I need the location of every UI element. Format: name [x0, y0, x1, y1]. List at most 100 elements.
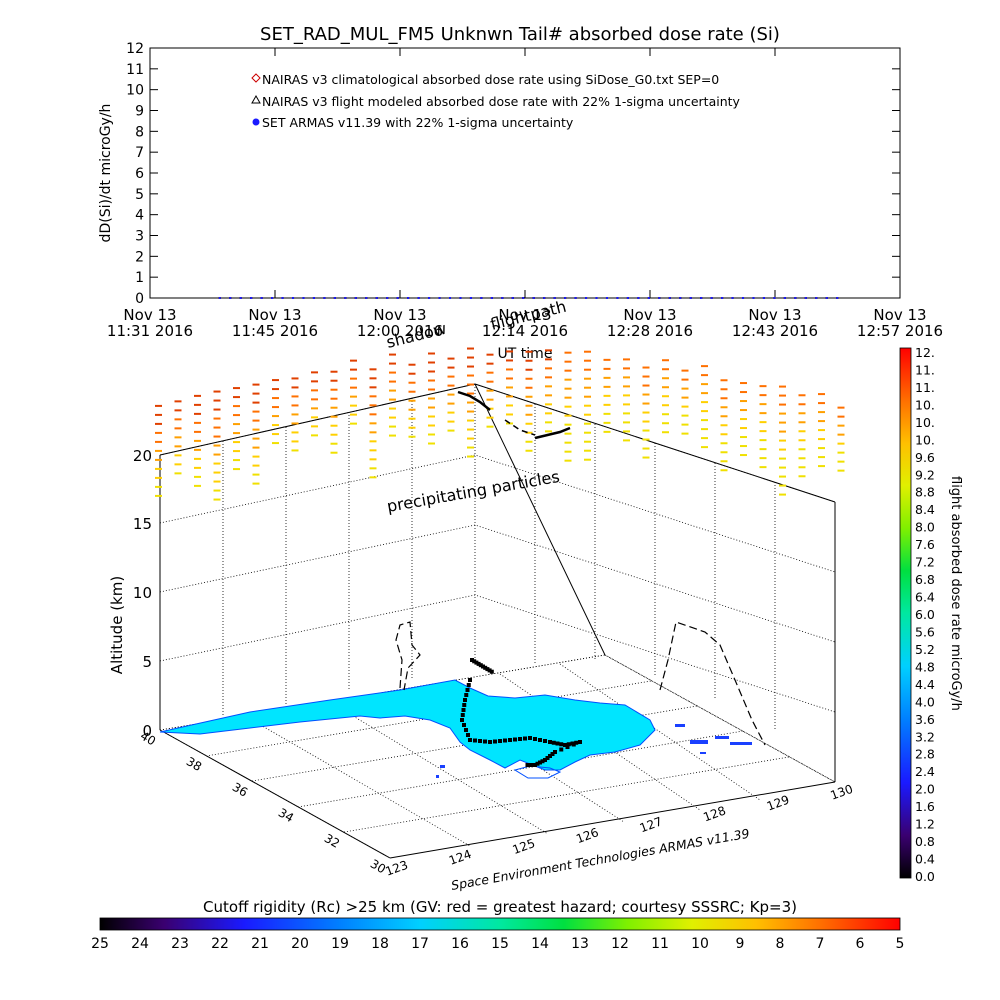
particle-marker: [603, 385, 611, 388]
particle-marker: [642, 393, 650, 396]
particle-marker: [389, 380, 396, 383]
bottom-colorbar-tick-label: 12: [611, 936, 629, 952]
particle-marker: [330, 433, 338, 436]
particle-marker: [642, 429, 650, 432]
particle-marker: [681, 414, 689, 417]
flight-path-point: [548, 740, 552, 744]
flight-path-point: [470, 658, 474, 662]
bottom-colorbar-gradient: [99, 917, 901, 931]
particle-marker: [798, 412, 806, 415]
top-data-point: [271, 297, 274, 299]
particle-marker: [408, 435, 416, 438]
particle-marker: [525, 350, 533, 353]
particle-marker: [291, 422, 299, 425]
particle-marker: [545, 430, 552, 433]
x-tick-label-date: Nov 13: [748, 306, 801, 324]
particle-marker: [447, 429, 455, 432]
particle-marker: [389, 434, 396, 437]
right-colorbar-tick-label: 1.2: [915, 817, 935, 832]
particle-marker: [837, 469, 845, 472]
particle-marker: [213, 399, 221, 402]
particle-marker: [291, 431, 299, 434]
particle-marker: [525, 368, 533, 371]
particle-marker: [467, 428, 474, 431]
particle-marker: [564, 459, 572, 462]
z-tick-label: 0: [142, 722, 152, 740]
particle-marker: [330, 424, 338, 427]
y-tick-label: 12: [126, 41, 144, 57]
legend-item-nairas-flight: NAIRAS v3 flight modeled absorbed dose r…: [251, 94, 741, 109]
bottom-colorbar-tick-label: 8: [776, 936, 785, 952]
bottom-colorbar-tick-label: 24: [131, 936, 149, 952]
particle-marker: [584, 395, 591, 398]
right-colorbar-ticks: 12. 11. 11. 10. 10. 10. 9.6 9.2 8.8 8.4 8.0 7.6 7.2 6…: [915, 345, 935, 884]
top-data-point: [511, 297, 514, 299]
bottom-colorbar-tick-label: 19: [331, 936, 349, 952]
bottom-colorbar-tick-label: 22: [211, 936, 229, 952]
particle-marker: [369, 395, 377, 398]
particle-marker: [369, 368, 377, 371]
top-data-point: [658, 297, 661, 299]
particle-marker: [506, 377, 513, 380]
particle-marker: [623, 358, 630, 361]
flight-path-point: [518, 737, 522, 741]
y-tick-label: 8: [135, 124, 144, 140]
particle-marker: [291, 386, 299, 389]
particle-marker: [350, 395, 357, 398]
particle-marker: [701, 401, 708, 404]
x-tick-label-time: 11:45 2016: [232, 322, 318, 340]
x-tick-label-date: Nov 13: [373, 306, 426, 324]
particle-marker: [155, 476, 162, 479]
top-data-point: [731, 297, 734, 299]
particle-marker: [194, 430, 201, 433]
particle-marker: [194, 448, 201, 451]
top-data-point: [250, 297, 253, 299]
flight-path-point: [465, 688, 470, 692]
particle-marker: [389, 389, 396, 392]
particle-marker: [330, 406, 338, 409]
particle-marker: [252, 437, 260, 440]
mainland-shape: [159, 679, 656, 771]
flight-path-point: [543, 758, 547, 762]
particle-marker: [311, 407, 318, 410]
particle-marker: [330, 442, 338, 445]
flight-path: [460, 658, 582, 767]
top-data-point: [396, 297, 399, 299]
particle-marker: [369, 404, 377, 407]
right-colorbar-tick-label: 6.8: [915, 572, 935, 587]
particle-marker: [291, 440, 299, 443]
particle-marker: [447, 411, 455, 414]
particle-marker: [447, 375, 455, 378]
particle-marker: [428, 352, 435, 355]
particle-marker: [701, 410, 708, 413]
right-colorbar-tick-label: 1.6: [915, 799, 935, 814]
particle-marker: [350, 386, 357, 389]
particle-marker: [525, 431, 533, 434]
top-data-point: [417, 297, 420, 299]
particle-marker: [155, 494, 162, 497]
flight-path-point: [565, 745, 570, 749]
particle-marker: [603, 403, 611, 406]
particle-marker: [252, 401, 260, 404]
particle-marker: [155, 404, 162, 407]
y-tick-label: 9: [135, 104, 144, 120]
longitude-tick-label: 124: [447, 847, 473, 868]
particle-marker: [389, 398, 396, 401]
particle-marker: [408, 363, 416, 366]
flight-path-point: [468, 738, 472, 742]
particle-marker: [740, 409, 747, 412]
particle-marker: [272, 433, 279, 436]
right-colorbar-tick-label: 11.: [915, 380, 935, 395]
top-data-point: [668, 297, 671, 299]
particle-marker: [408, 399, 416, 402]
flight-shadow-path: [395, 621, 766, 746]
particle-marker: [467, 383, 474, 386]
particle-marker: [701, 446, 708, 449]
particle-marker: [369, 431, 377, 434]
particle-marker: [525, 413, 533, 416]
particle-marker: [408, 390, 416, 393]
particle-marker: [311, 425, 318, 428]
particle-marker: [428, 442, 435, 445]
particle-marker: [467, 419, 474, 422]
particle-marker: [759, 403, 767, 406]
